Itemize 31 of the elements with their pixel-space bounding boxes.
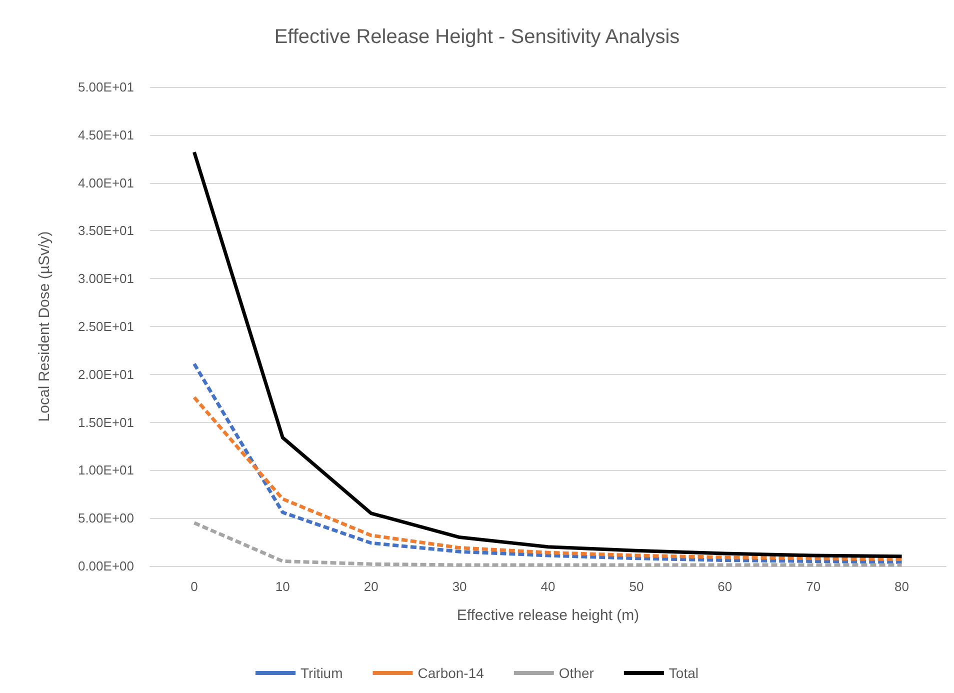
y-tick-label: 0.00E+00 xyxy=(78,558,134,574)
y-tick-label: 3.00E+01 xyxy=(78,271,134,286)
x-tick-label: 0 xyxy=(190,579,198,594)
y-tick-label: 2.50E+01 xyxy=(78,319,134,334)
line-series xyxy=(192,521,904,567)
y-tick-label: 1.00E+01 xyxy=(78,462,134,478)
x-tick-label: 50 xyxy=(629,579,644,594)
legend-label: Other xyxy=(558,665,594,681)
y-tick-label: 5.00E+00 xyxy=(78,510,134,526)
y-axis-title: Local Resident Dose (µSv/y) xyxy=(36,231,53,422)
x-tick-label: 40 xyxy=(540,579,556,594)
y-tick-label: 2.00E+01 xyxy=(78,366,134,382)
x-tick-label: 30 xyxy=(452,579,467,594)
legend-label: Carbon-14 xyxy=(418,665,484,681)
x-axis-title: Effective release height (m) xyxy=(456,607,640,624)
x-tick-label: 20 xyxy=(364,579,378,594)
y-tick-label: 1.50E+01 xyxy=(78,414,134,430)
y-tick-label: 3.50E+01 xyxy=(78,223,134,238)
x-tick-label: 70 xyxy=(806,579,821,594)
legend-label: Total xyxy=(668,665,698,681)
line-series xyxy=(192,150,904,558)
y-tick-label: 4.00E+01 xyxy=(78,175,134,190)
y-tick-label: 4.50E+01 xyxy=(78,127,134,142)
line-series xyxy=(192,362,904,564)
line-series xyxy=(192,396,904,562)
legend-label: Tritium xyxy=(300,665,343,681)
x-tick-label: 10 xyxy=(275,579,290,594)
x-tick-label: 60 xyxy=(718,579,732,594)
y-tick-label: 5.00E+01 xyxy=(78,80,134,94)
x-tick-label: 80 xyxy=(894,579,910,594)
chart-title: Effective Release Height - Sensitivity Analysis xyxy=(274,26,680,48)
